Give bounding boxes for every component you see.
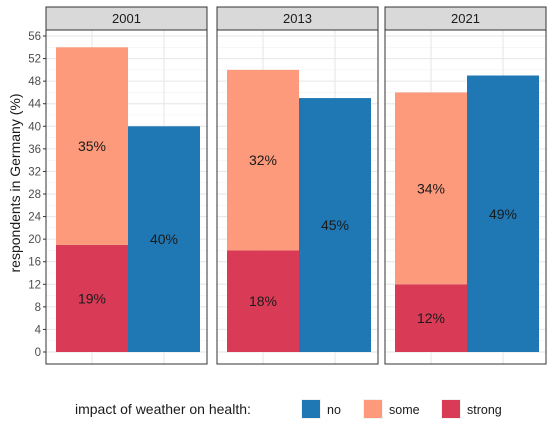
facet-strip-title: 2001: [112, 11, 141, 26]
y-tick-label: 8: [35, 302, 41, 314]
facet-panel-2021: 2021 12% 34% 49%: [384, 6, 547, 365]
bar-some-2001: [56, 47, 128, 245]
panel-border: [216, 29, 379, 365]
legend-item-some: some: [363, 399, 420, 419]
legend-swatch-no: [302, 400, 320, 418]
legend: impact of weather on health: no some stron…: [75, 399, 502, 419]
facet-panels: 2001 19% 35% 40% 2013 18% 32% 45% 2021 12% 34% 49%: [45, 6, 547, 365]
data-label-no-2021: 49%: [489, 206, 517, 222]
facet-strip-title: 2013: [283, 11, 312, 26]
y-tick-label: 20: [28, 234, 41, 246]
y-tick-label: 40: [28, 121, 41, 133]
facet-panel-2013: 2013 18% 32% 45%: [216, 6, 379, 365]
y-tick-label: 28: [28, 189, 41, 201]
y-axis-label: respondents in Germany (%): [7, 94, 23, 273]
bar-strong-2021: [395, 284, 467, 352]
y-tick-label: 56: [28, 31, 41, 43]
facet-panel-2001: 2001 19% 35% 40%: [45, 6, 208, 365]
y-tick-label: 52: [28, 54, 41, 66]
facet-strip-title: 2021: [451, 11, 480, 26]
y-tick-label: 0: [35, 347, 41, 359]
y-tick-label: 48: [28, 76, 41, 88]
data-label-no-2001: 40%: [150, 231, 178, 247]
data-label-strong-2021: 12%: [417, 310, 445, 326]
legend-item-strong: strong: [441, 399, 502, 419]
bar-strong-2001: [56, 244, 128, 352]
legend-swatch-some: [364, 400, 382, 418]
legend-item-no: no: [301, 399, 341, 419]
data-label-strong-2013: 18%: [249, 293, 277, 309]
legend-swatch-strong: [442, 400, 460, 418]
bar-no-2013: [299, 98, 371, 352]
data-label-some-2021: 34%: [417, 180, 445, 196]
data-label-some-2001: 35%: [78, 138, 106, 154]
y-tick-label: 16: [28, 257, 41, 269]
y-tick-label: 36: [28, 144, 41, 156]
legend-label-strong: strong: [467, 403, 502, 417]
data-label-no-2013: 45%: [321, 217, 349, 233]
y-tick-label: 44: [28, 99, 41, 111]
bar-no-2021: [467, 75, 539, 352]
panel-border: [45, 29, 208, 365]
data-label-strong-2001: 19%: [78, 290, 106, 306]
y-tick-label: 32: [28, 166, 41, 178]
y-tick-label: 24: [28, 212, 41, 224]
bar-some-2013: [227, 69, 299, 251]
data-label-some-2013: 32%: [249, 152, 277, 168]
bar-strong-2013: [227, 250, 299, 352]
bar-no-2001: [128, 126, 200, 353]
y-tick-label: 12: [28, 279, 41, 291]
y-tick-label: 4: [35, 324, 42, 336]
legend-label-no: no: [327, 403, 341, 417]
legend-title: impact of weather on health:: [75, 401, 251, 417]
panel-border: [384, 29, 547, 365]
bar-some-2021: [395, 92, 467, 285]
legend-label-some: some: [389, 403, 420, 417]
